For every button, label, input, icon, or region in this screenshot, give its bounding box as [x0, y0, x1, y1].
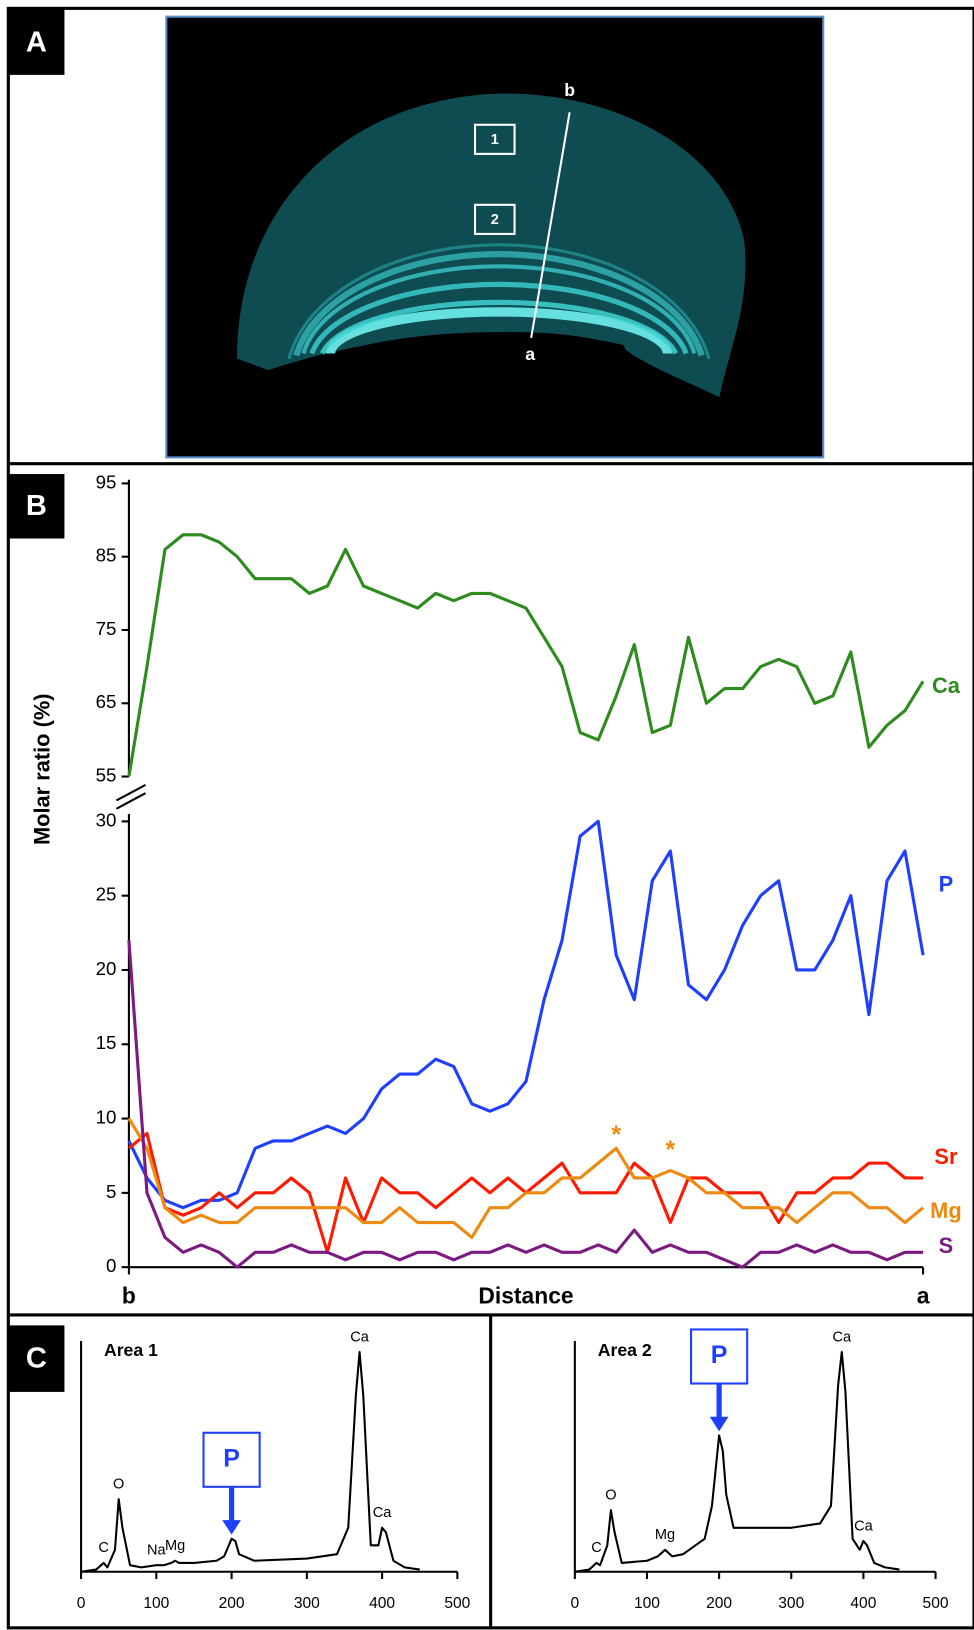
panel-label-box	[8, 8, 65, 75]
x-tick-label: 0	[571, 1595, 580, 1612]
x-tick-label: 0	[77, 1595, 86, 1612]
annotation: *	[611, 1121, 621, 1149]
y2-tick-label: 95	[96, 471, 117, 492]
series-line	[127, 1117, 925, 1240]
peak-label: C	[591, 1540, 602, 1556]
series-line	[127, 940, 924, 1269]
x-axis-title: Distance	[478, 1282, 573, 1308]
highlight-box	[690, 1328, 749, 1385]
y-tick-label: 20	[96, 958, 117, 979]
growth-ring	[309, 281, 689, 355]
growth-ring	[293, 251, 705, 357]
highlight-label: P	[711, 1341, 728, 1369]
peak-label: Ca	[832, 1329, 852, 1345]
peak-label: O	[113, 1477, 124, 1493]
line-end-label: b	[564, 80, 575, 100]
x-tick-label: 300	[294, 1595, 320, 1612]
series-label: P	[939, 871, 954, 896]
x-tick-label: b	[122, 1282, 136, 1308]
chart-title: Area 1	[104, 1340, 158, 1360]
y-tick-label: 25	[96, 884, 117, 905]
area-box	[474, 123, 516, 155]
panel-label-box	[8, 1325, 65, 1392]
y-tick-label: 0	[106, 1255, 116, 1276]
cavity	[353, 332, 629, 359]
y-tick-label: 15	[96, 1032, 117, 1053]
panel-label: A	[26, 26, 47, 58]
chart-title: Area 2	[598, 1340, 652, 1360]
growth-ring	[287, 243, 711, 360]
highlight-arrowhead	[222, 1520, 241, 1535]
x-tick-label: 100	[634, 1595, 660, 1612]
peak-label: Ca	[350, 1329, 370, 1345]
x-tick-label: 400	[850, 1595, 876, 1612]
series-line	[127, 819, 925, 1210]
x-tick-label: 400	[369, 1595, 395, 1612]
axis-break	[115, 783, 147, 802]
series-label: S	[939, 1233, 954, 1258]
y2-tick-label: 55	[96, 764, 117, 785]
peak-label: Na	[147, 1542, 167, 1558]
y2-tick-label: 75	[96, 618, 117, 639]
growth-ring	[325, 307, 673, 354]
y-tick-label: 10	[96, 1107, 117, 1128]
peak-label: Ca	[854, 1518, 874, 1534]
axis-break	[115, 792, 147, 810]
peak-label: O	[605, 1488, 616, 1504]
x-tick-label: 300	[778, 1595, 804, 1612]
series-label: Ca	[932, 673, 961, 698]
series-line	[574, 1350, 900, 1573]
x-tick-label: 200	[706, 1595, 732, 1612]
micrograph: 1 2 b a	[165, 15, 825, 459]
peak-label: C	[98, 1540, 109, 1556]
series-line	[127, 533, 925, 777]
x-tick-label: 500	[923, 1595, 949, 1612]
x-tick-label: 100	[143, 1595, 169, 1612]
profile-line	[530, 112, 571, 339]
peak-label: Ca	[373, 1505, 393, 1521]
y-tick-label: 5	[106, 1181, 116, 1202]
growth-ring	[301, 264, 697, 355]
y2-tick-label: 65	[96, 691, 117, 712]
y-axis-title: Molar ratio (%)	[29, 694, 54, 845]
highlight-label: P	[223, 1444, 240, 1472]
panel-label: C	[26, 1342, 47, 1374]
area-box	[474, 203, 516, 235]
x-tick-label: 200	[219, 1595, 245, 1612]
peak-label: Mg	[655, 1527, 675, 1543]
series-label: Mg	[930, 1198, 962, 1223]
x-tick-label: 500	[444, 1595, 470, 1612]
panel-label: B	[26, 490, 47, 522]
area-label: 2	[491, 212, 499, 228]
growth-ring	[319, 299, 679, 355]
panel-label-box	[8, 474, 65, 539]
line-end-label: a	[525, 344, 535, 364]
highlight-box	[202, 1431, 261, 1488]
highlight-arrowhead	[709, 1416, 729, 1432]
annotation: *	[666, 1136, 676, 1164]
area-label: 1	[491, 132, 499, 148]
peak-label: Mg	[165, 1538, 185, 1554]
series-label: Sr	[934, 1144, 958, 1169]
y2-tick-label: 85	[96, 545, 117, 566]
x-tick-label: a	[917, 1282, 930, 1308]
y-tick-label: 30	[96, 809, 117, 830]
series-line	[80, 1350, 420, 1573]
